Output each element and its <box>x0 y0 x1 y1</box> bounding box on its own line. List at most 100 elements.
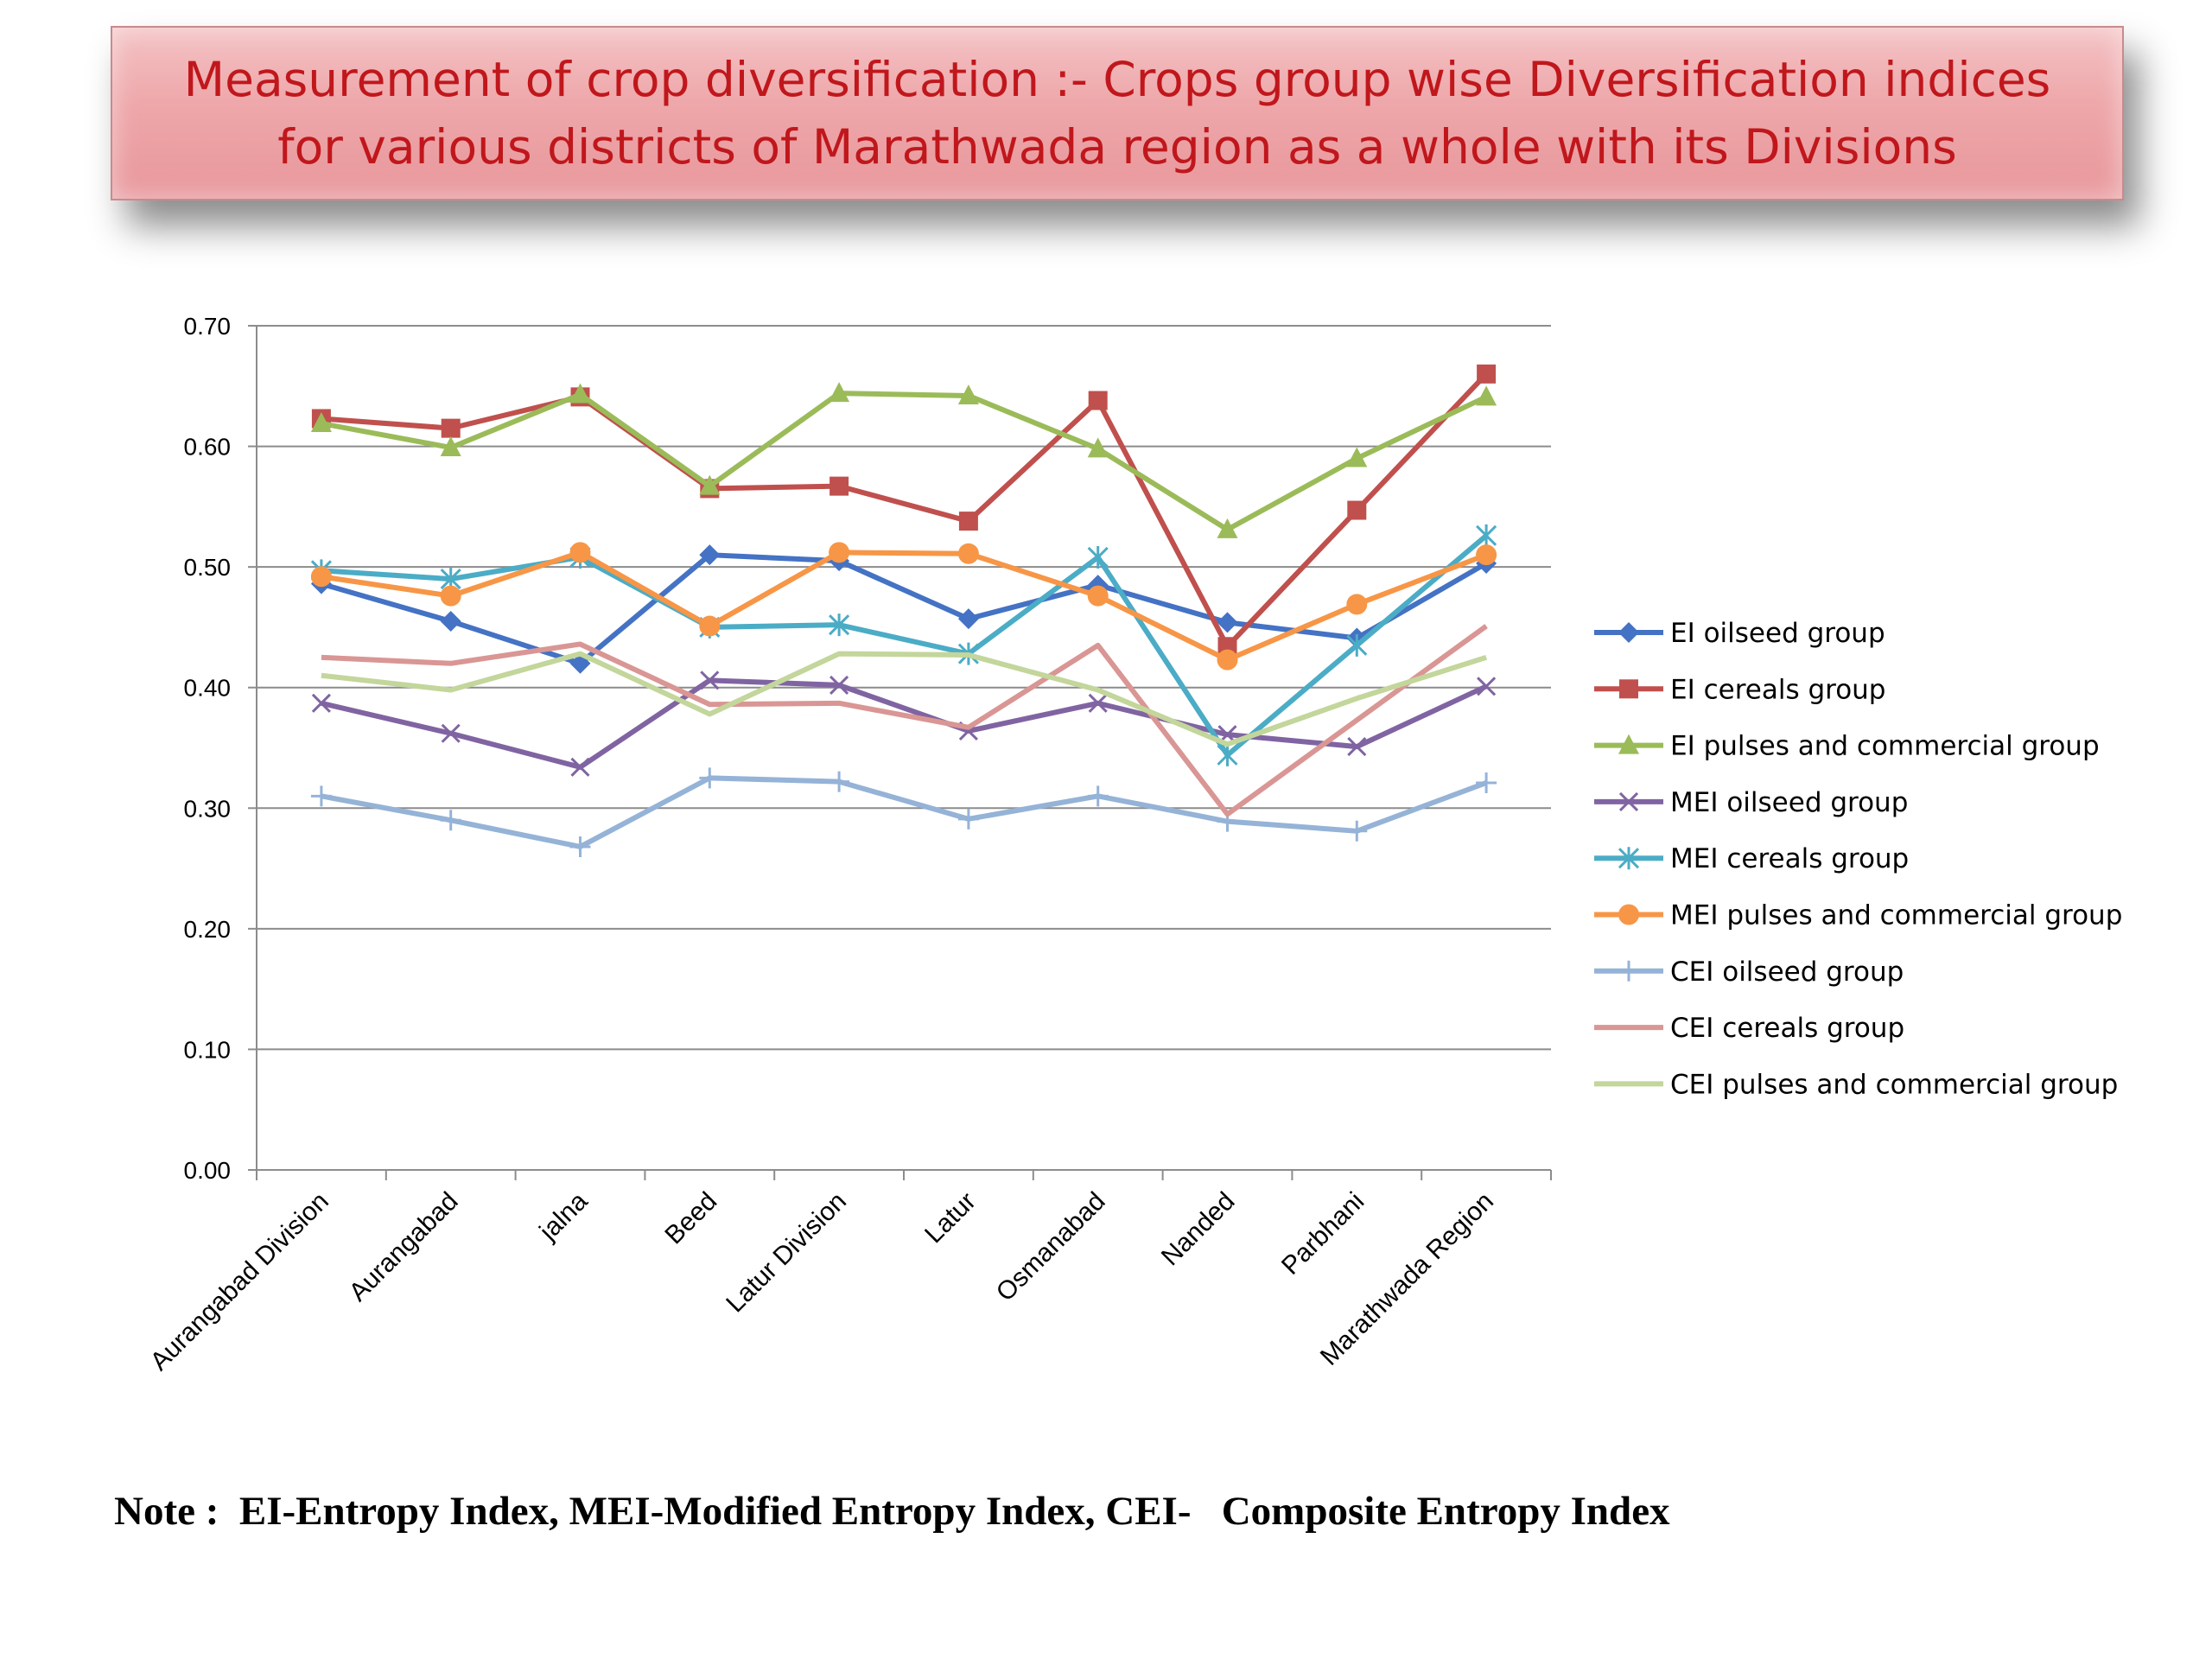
data-point <box>310 566 332 588</box>
data-point <box>1088 693 1108 713</box>
data-point <box>957 608 979 630</box>
data-point <box>1346 447 1368 467</box>
legend-label: CEI cereals group <box>1670 1013 1904 1044</box>
data-point <box>311 693 331 713</box>
footnote: Note : EI-Entropy Index, MEI-Modified En… <box>114 1489 1670 1534</box>
data-point <box>829 382 850 403</box>
data-point <box>569 542 591 563</box>
series-line <box>321 651 1488 747</box>
legend-label: EI pulses and commercial group <box>1670 731 2100 762</box>
legend-item: EI oilseed group <box>1594 618 1885 649</box>
data-point <box>1087 585 1109 607</box>
legend-marker <box>1619 679 1638 699</box>
data-point <box>957 808 979 830</box>
data-point <box>830 675 849 695</box>
series-line <box>321 624 1488 817</box>
x-tick-label: Nanded <box>1156 1187 1241 1272</box>
data-point <box>1346 633 1368 657</box>
series-line <box>321 372 1489 650</box>
data-point <box>830 476 849 496</box>
legend-marker <box>1618 847 1640 870</box>
data-point <box>570 757 590 777</box>
series-3 <box>310 382 1497 538</box>
data-point <box>700 671 720 690</box>
data-point <box>699 544 721 566</box>
data-point <box>440 435 461 456</box>
y-tick-label: 0.70 <box>184 313 232 340</box>
data-point <box>440 610 461 632</box>
data-point <box>1346 820 1368 842</box>
data-point <box>699 474 721 495</box>
data-point <box>699 767 721 789</box>
x-tick-label: Aurangabad Division <box>145 1187 334 1376</box>
series-6 <box>310 542 1497 671</box>
data-point <box>440 810 461 831</box>
data-point <box>1087 437 1109 458</box>
x-tick-label: jalna <box>534 1186 594 1246</box>
y-tick-label: 0.60 <box>184 434 232 461</box>
legend-marker <box>1618 734 1639 754</box>
series-line <box>321 677 1488 770</box>
data-point <box>829 771 850 792</box>
data-point <box>829 613 850 637</box>
chart-title: Measurement of crop diversification :- C… <box>183 52 2051 175</box>
legend-item: CEI cereals group <box>1594 1013 1904 1044</box>
legend-marker <box>1618 791 1639 811</box>
legend-item: MEI oilseed group <box>1594 787 1908 818</box>
legend-label: MEI cereals group <box>1670 843 1909 874</box>
y-tick-label: 0.30 <box>184 795 232 822</box>
data-point <box>1217 612 1238 633</box>
x-tick-label: Osmanabad <box>991 1187 1111 1307</box>
data-point <box>1217 649 1238 671</box>
x-tick-label: Beed <box>659 1187 722 1250</box>
data-point <box>957 543 979 564</box>
legend-item: EI pulses and commercial group <box>1594 731 2100 762</box>
data-point <box>1476 385 1497 406</box>
data-point <box>829 542 850 563</box>
series-9 <box>321 651 1488 747</box>
x-tick-label: Aurangabad <box>344 1187 464 1307</box>
data-point <box>440 585 461 607</box>
series-line <box>321 533 1489 758</box>
data-point <box>1088 391 1108 410</box>
legend-item: MEI pulses and commercial group <box>1594 900 2122 931</box>
data-point <box>1217 518 1238 538</box>
data-point <box>1477 677 1497 696</box>
legend-marker <box>1618 622 1639 643</box>
x-tick-label: Latur <box>919 1187 982 1249</box>
legend-label: CEI pulses and commercial group <box>1670 1069 2118 1100</box>
data-point <box>441 418 461 438</box>
series-line <box>321 550 1488 663</box>
legend-label: MEI pulses and commercial group <box>1670 900 2122 931</box>
series-2 <box>311 364 1497 657</box>
title-banner: Measurement of crop diversification :- C… <box>111 26 2124 200</box>
data-point <box>1346 594 1368 615</box>
y-tick-label: 0.10 <box>184 1036 232 1063</box>
data-point <box>1476 524 1497 547</box>
y-tick-label: 0.00 <box>184 1157 232 1184</box>
series-line <box>321 775 1488 849</box>
data-point <box>310 785 332 807</box>
data-point <box>1477 364 1497 384</box>
series-7 <box>310 767 1497 857</box>
legend-label: EI cereals group <box>1670 674 1885 705</box>
data-point <box>441 723 461 743</box>
y-tick-label: 0.20 <box>184 916 232 943</box>
y-tick-label: 0.40 <box>184 675 232 702</box>
data-point <box>1347 737 1367 757</box>
data-point <box>569 383 591 404</box>
data-point <box>1347 500 1367 520</box>
data-point <box>1476 544 1497 566</box>
series-8 <box>321 624 1488 817</box>
data-point <box>569 836 591 857</box>
y-tick-label: 0.50 <box>184 554 232 581</box>
legend-item: CEI pulses and commercial group <box>1594 1069 2118 1100</box>
legend-marker <box>1618 960 1639 982</box>
legend-label: CEI oilseed group <box>1670 957 1904 988</box>
legend-item: EI cereals group <box>1594 674 1885 705</box>
data-point <box>957 384 979 404</box>
legend-item: MEI cereals group <box>1594 843 1909 874</box>
data-point <box>1087 545 1109 569</box>
x-tick-label: Parbhani <box>1276 1187 1370 1281</box>
